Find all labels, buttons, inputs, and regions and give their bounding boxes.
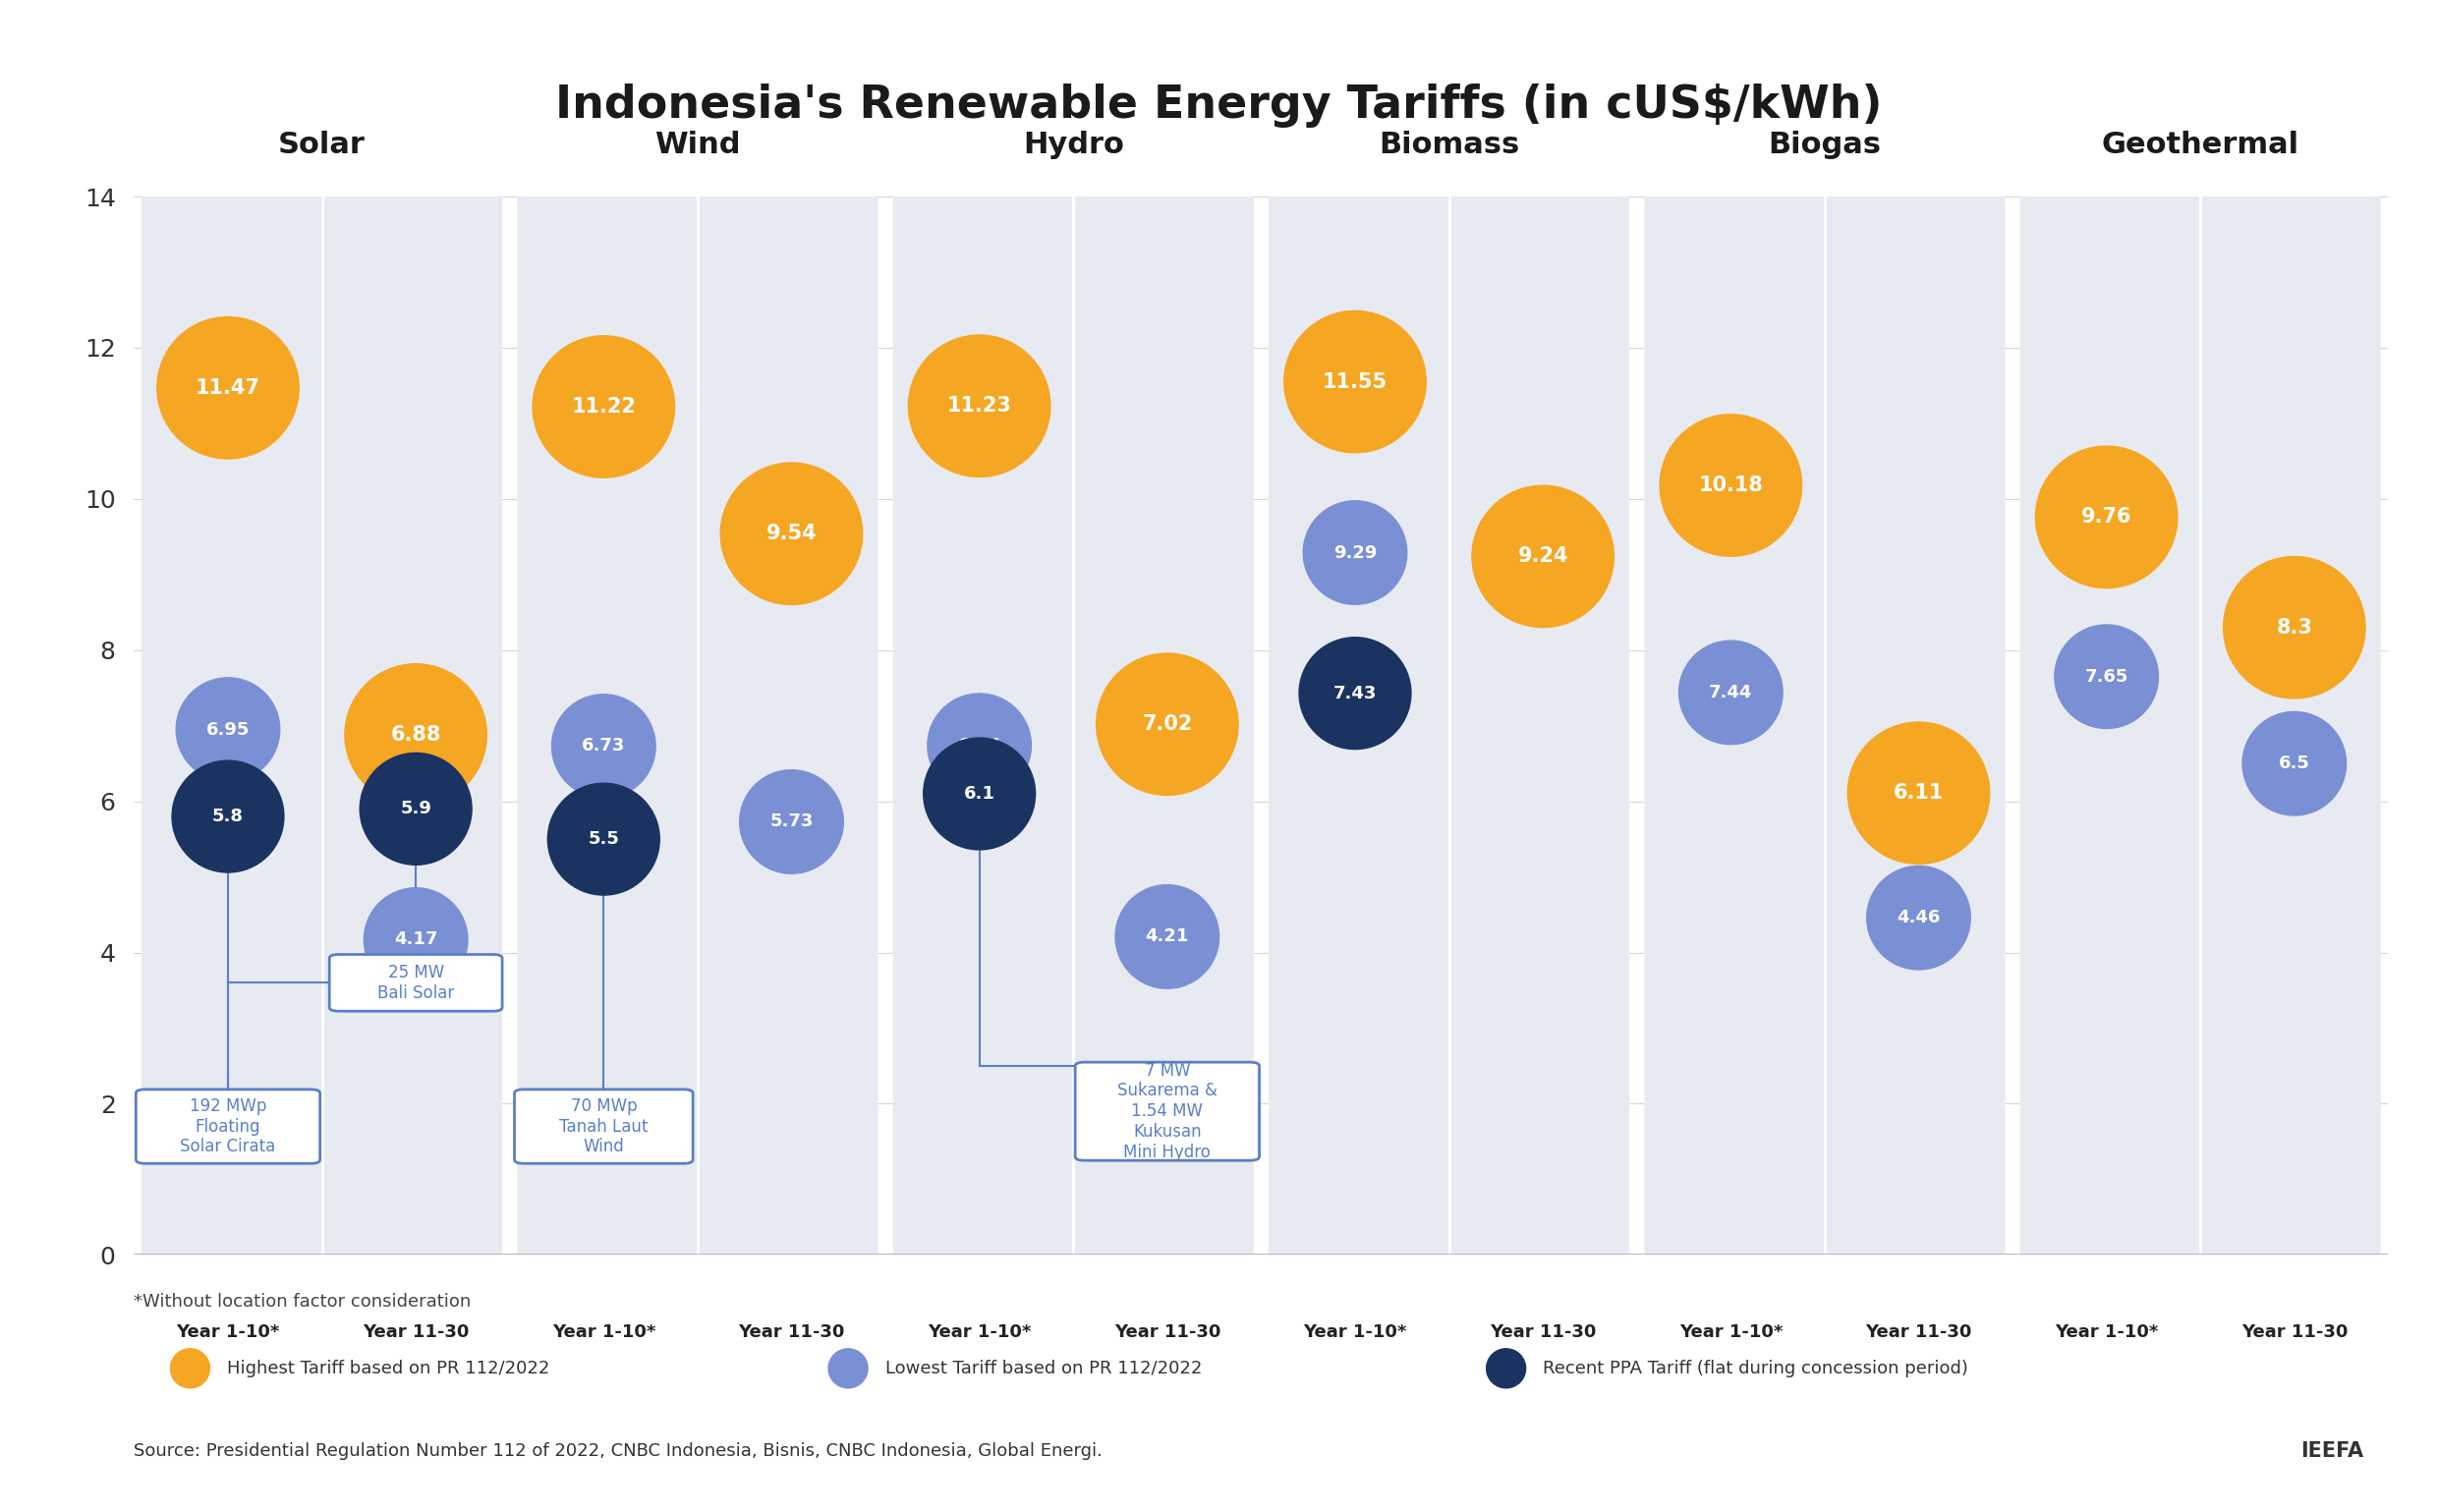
FancyBboxPatch shape [1645,197,2006,1255]
Text: 6.74: 6.74 [958,736,1002,754]
Ellipse shape [909,336,1050,476]
Text: Year 1-10*: Year 1-10* [928,1323,1031,1341]
Text: IEEFA: IEEFA [2301,1442,2364,1461]
Text: 4.17: 4.17 [395,931,439,948]
Text: 5.5: 5.5 [587,830,619,848]
Text: Highest Tariff based on PR 112/2022: Highest Tariff based on PR 112/2022 [227,1359,551,1377]
Text: 4.46: 4.46 [1896,909,1940,927]
Text: 7.43: 7.43 [1333,685,1377,702]
Ellipse shape [2242,712,2347,815]
Text: Geothermal: Geothermal [2101,130,2298,159]
Ellipse shape [1304,500,1406,605]
Ellipse shape [548,783,660,895]
Ellipse shape [361,753,473,865]
Text: Year 1-10*: Year 1-10* [1304,1323,1406,1341]
Text: Biomass: Biomass [1379,130,1518,159]
FancyBboxPatch shape [2020,197,2381,1255]
Text: 5.9: 5.9 [400,800,431,818]
Text: Year 1-10*: Year 1-10* [2054,1323,2159,1341]
Text: Biogas: Biogas [1769,130,1881,159]
Text: 5.73: 5.73 [770,813,814,830]
Text: 7 MW
Sukarema &
1.54 MW
Kukusan
Mini Hydro: 7 MW Sukarema & 1.54 MW Kukusan Mini Hyd… [1116,1061,1216,1161]
Ellipse shape [928,694,1031,797]
Text: 6.73: 6.73 [582,738,626,754]
Ellipse shape [363,888,468,992]
Text: Solar: Solar [278,130,366,159]
Text: Year 11-30: Year 11-30 [2242,1323,2347,1341]
Ellipse shape [173,761,285,872]
Text: 9.29: 9.29 [1333,544,1377,561]
Text: 10.18: 10.18 [1699,476,1762,494]
FancyBboxPatch shape [1270,197,1630,1255]
Text: Hydro: Hydro [1024,130,1123,159]
Ellipse shape [1660,414,1801,556]
Ellipse shape [346,664,487,806]
Text: 11.47: 11.47 [195,378,261,398]
Text: 6.1: 6.1 [963,785,994,803]
FancyBboxPatch shape [514,1089,692,1164]
Text: 5.8: 5.8 [212,807,244,826]
Ellipse shape [1097,653,1238,795]
Ellipse shape [551,694,656,798]
Ellipse shape [721,463,863,605]
Ellipse shape [175,677,280,782]
Text: 11.23: 11.23 [948,396,1011,416]
Text: Recent PPA Tariff (flat during concession period): Recent PPA Tariff (flat during concessio… [1543,1359,1969,1377]
Text: 6.11: 6.11 [1894,783,1945,803]
Text: Year 11-30: Year 11-30 [1114,1323,1221,1341]
FancyBboxPatch shape [329,954,502,1012]
Ellipse shape [1472,485,1613,627]
Text: 6.95: 6.95 [207,721,249,738]
Ellipse shape [1299,637,1411,750]
FancyBboxPatch shape [141,197,502,1255]
Text: 4.21: 4.21 [1145,928,1189,945]
Text: Wind: Wind [656,130,741,159]
Text: 7.02: 7.02 [1143,715,1192,733]
Text: 11.22: 11.22 [570,398,636,416]
Ellipse shape [1284,311,1426,452]
Text: 8.3: 8.3 [2276,618,2313,637]
Ellipse shape [2223,556,2366,699]
Ellipse shape [1847,723,1989,863]
Text: 9.24: 9.24 [1518,547,1569,565]
Text: Year 1-10*: Year 1-10* [175,1323,280,1341]
Text: Year 11-30: Year 11-30 [363,1323,468,1341]
Text: Source: Presidential Regulation Number 112 of 2022, CNBC Indonesia, Bisnis, CNBC: Source: Presidential Regulation Number 1… [134,1442,1104,1461]
Text: *Without location factor consideration: *Without location factor consideration [134,1293,470,1311]
Text: 9.54: 9.54 [765,525,816,543]
Text: 9.76: 9.76 [2081,508,2132,526]
Ellipse shape [924,738,1036,850]
Text: Lowest Tariff based on PR 112/2022: Lowest Tariff based on PR 112/2022 [885,1359,1201,1377]
Text: Year 11-30: Year 11-30 [738,1323,846,1341]
Text: Indonesia's Renewable Energy Tariffs (in cUS$/kWh): Indonesia's Renewable Energy Tariffs (in… [556,83,1881,127]
Text: 70 MWp
Tanah Laut
Wind: 70 MWp Tanah Laut Wind [558,1098,648,1155]
Ellipse shape [1867,866,1972,969]
FancyBboxPatch shape [517,197,877,1255]
Text: 7.65: 7.65 [2084,668,2128,685]
Ellipse shape [1679,641,1781,744]
Text: Year 11-30: Year 11-30 [1864,1323,1972,1341]
Text: Year 1-10*: Year 1-10* [1679,1323,1781,1341]
Ellipse shape [1116,885,1218,989]
FancyBboxPatch shape [1075,1061,1260,1161]
Text: 6.88: 6.88 [390,726,441,744]
Text: Year 1-10*: Year 1-10* [551,1323,656,1341]
Text: 11.55: 11.55 [1323,372,1387,392]
Text: Year 11-30: Year 11-30 [1489,1323,1596,1341]
Ellipse shape [156,318,300,458]
Text: 7.44: 7.44 [1708,683,1752,702]
Ellipse shape [534,336,675,478]
Text: 25 MW
Bali Solar: 25 MW Bali Solar [378,963,453,1002]
Ellipse shape [2035,446,2176,588]
FancyBboxPatch shape [892,197,1253,1255]
FancyBboxPatch shape [136,1089,319,1164]
Text: 192 MWp
Floating
Solar Cirata: 192 MWp Floating Solar Cirata [180,1098,275,1155]
Text: 6.5: 6.5 [2279,754,2310,773]
Ellipse shape [741,770,843,874]
Ellipse shape [2054,624,2159,729]
